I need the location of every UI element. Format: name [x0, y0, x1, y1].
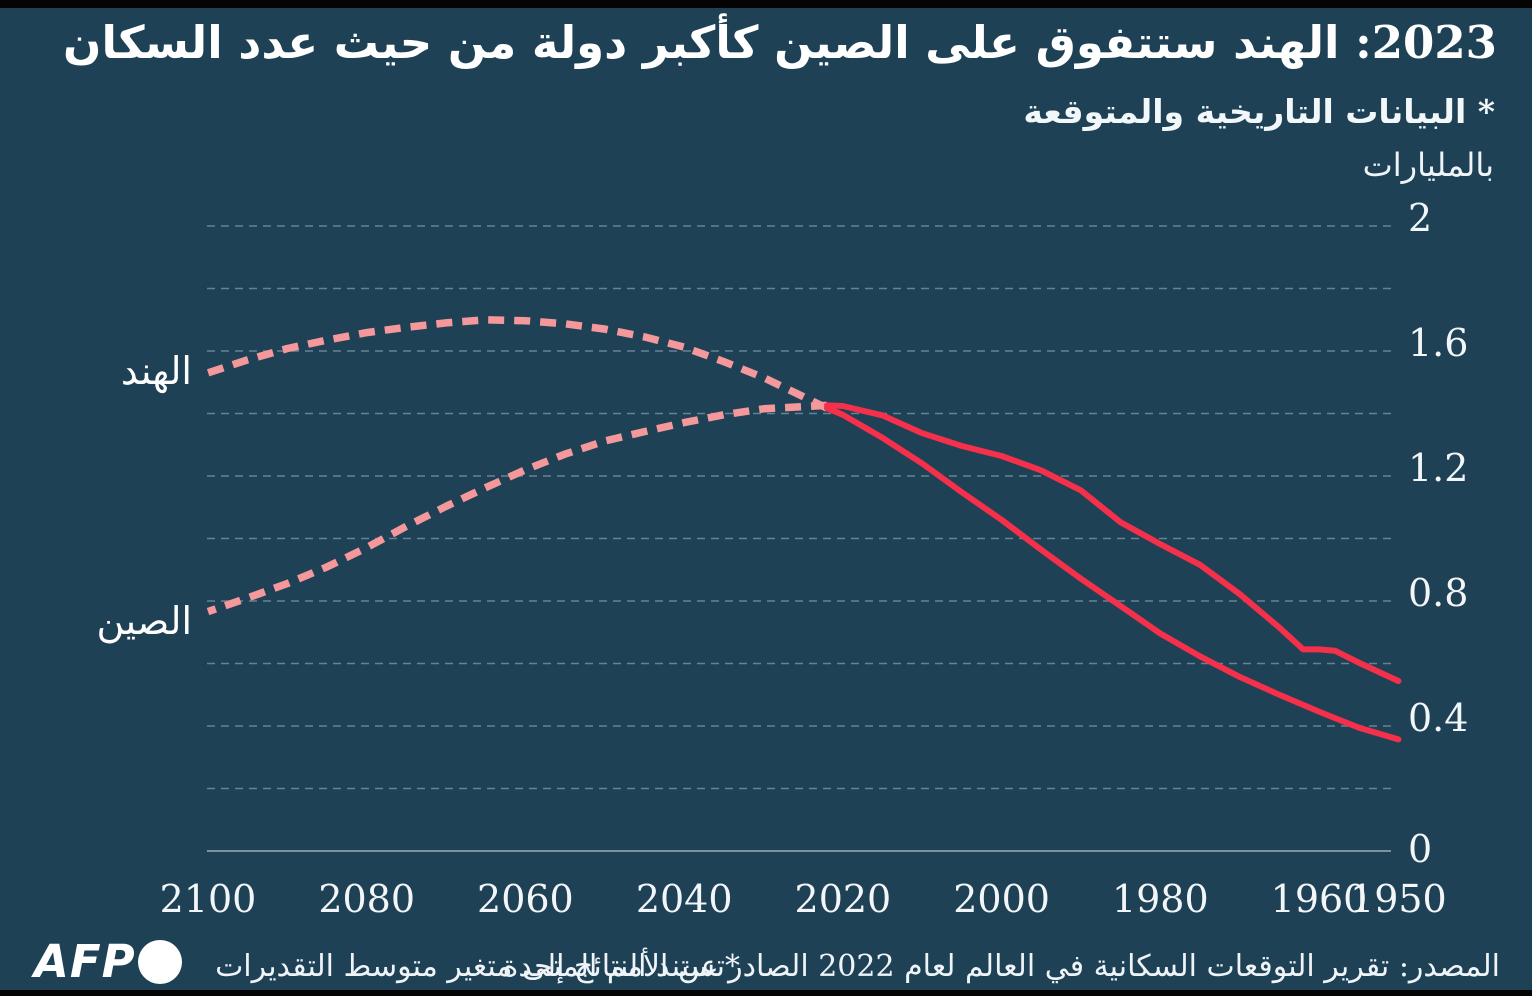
chart-subtitle: * البيانات التاريخية والمتوقعة — [1023, 92, 1495, 131]
india-history-line — [824, 405, 1402, 743]
x-tick-label: 2100 — [160, 877, 257, 921]
india-projection-line — [206, 316, 829, 412]
x-tick-label: 2040 — [636, 877, 733, 921]
y-tick-label: 1.6 — [1408, 321, 1468, 365]
page-title: 2023: الهند ستتفوق على الصين كأكبر دولة … — [63, 16, 1497, 69]
x-tick-label: 2020 — [795, 877, 892, 921]
x-tick-label: 1960 — [1271, 877, 1368, 921]
y-tick-label: 0.8 — [1408, 571, 1468, 615]
source-credit: المصدر: تقرير التوقعات السكانية في العال… — [502, 949, 1500, 984]
afp-logo: AFP — [34, 939, 182, 984]
top-border-bar — [0, 0, 1532, 8]
x-tick-label: 1980 — [1112, 877, 1209, 921]
y-tick-label: 1.2 — [1408, 446, 1468, 490]
x-tick-label: 2080 — [318, 877, 415, 921]
methodology-footnote: *تستند النتائج إلى متغير متوسط التقديرات — [215, 949, 740, 984]
china-history-line — [824, 402, 1402, 684]
x-tick-label: 2060 — [477, 877, 574, 921]
x-tick-label: 1950 — [1350, 877, 1447, 921]
series-label-india: الهند — [120, 349, 192, 393]
series-label-china: الصين — [96, 599, 192, 643]
afp-logo-text: AFP — [34, 935, 136, 988]
x-tick-label: 2000 — [953, 877, 1050, 921]
y-tick-label: 0.4 — [1408, 696, 1468, 740]
y-tick-label: 2 — [1408, 196, 1432, 240]
bottom-border-bar — [0, 990, 1532, 996]
afp-logo-circle-icon — [137, 939, 182, 984]
y-tick-label: 0 — [1408, 827, 1432, 871]
y-axis-units-label: بالمليارات — [1362, 146, 1494, 184]
china-projection-line — [206, 401, 828, 616]
